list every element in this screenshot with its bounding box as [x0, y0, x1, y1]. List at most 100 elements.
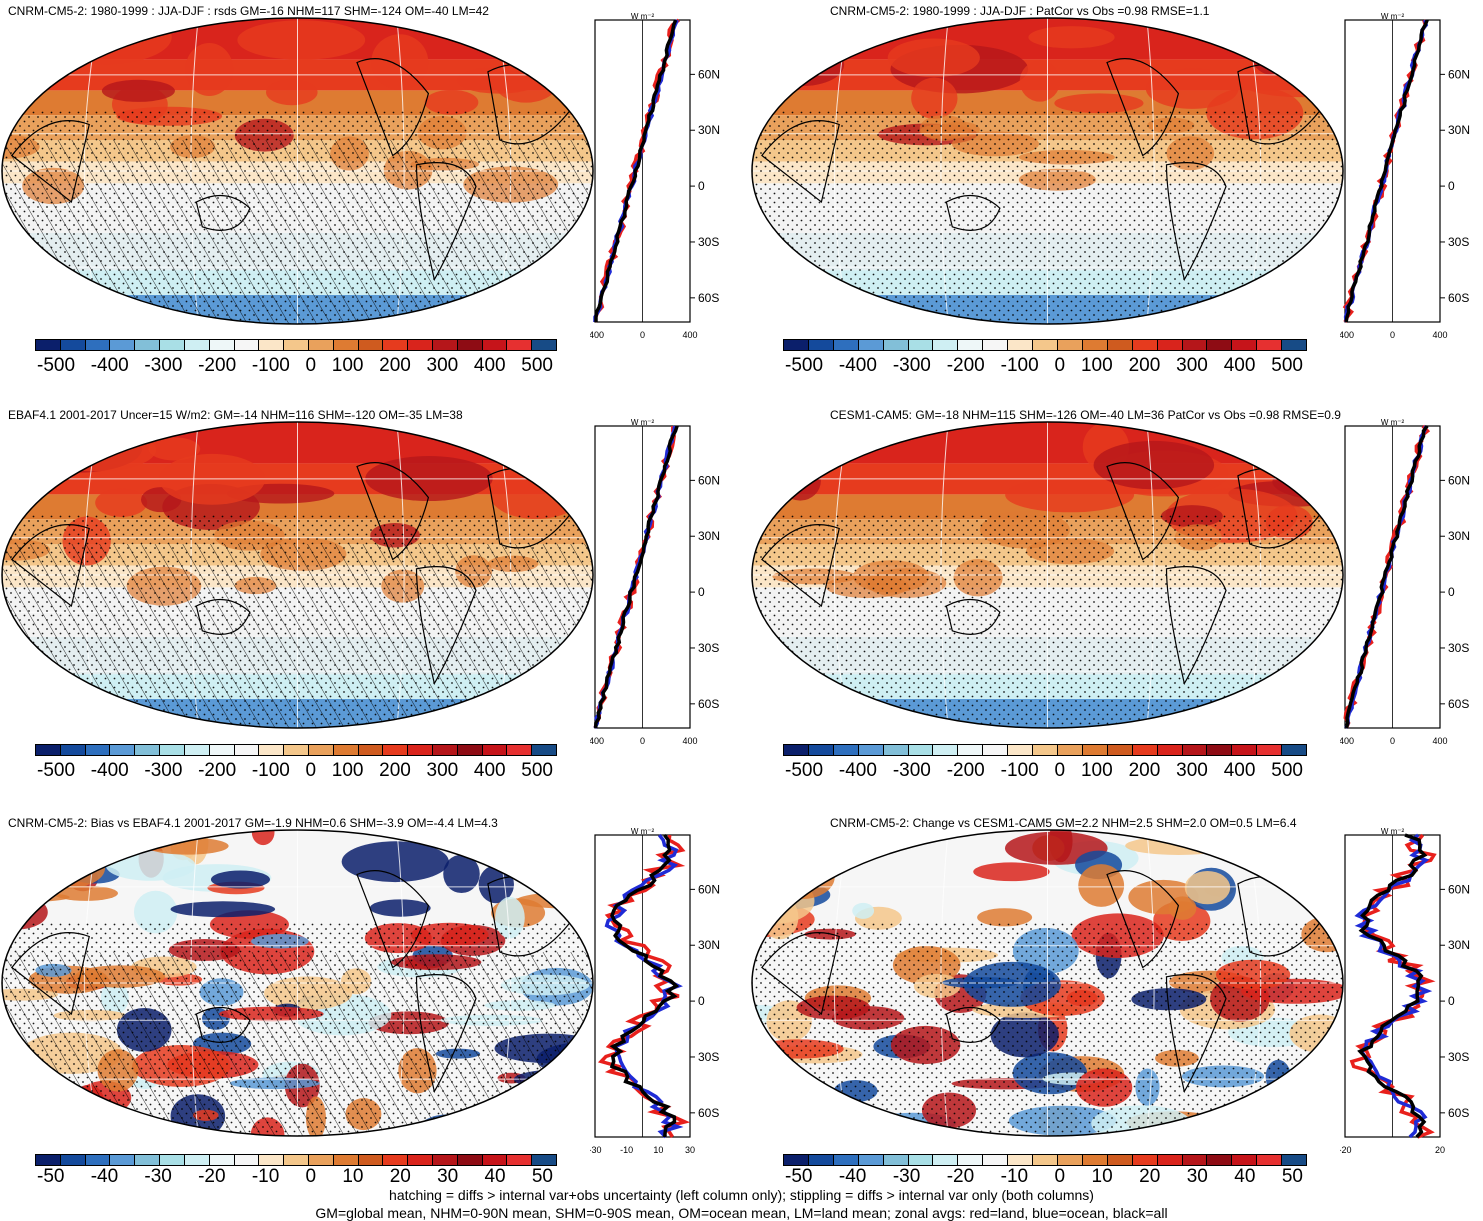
colorbar-swatch	[883, 1155, 909, 1165]
colorbar-label: -40	[90, 1166, 119, 1187]
colorbar-label: 0	[1054, 1166, 1066, 1187]
map-projection	[1, 829, 594, 1137]
colorbar-swatch	[1107, 745, 1133, 755]
latitude-label: 60S	[1448, 291, 1469, 305]
latitude-label: 60S	[1448, 697, 1469, 711]
latitude-label: 60N	[1448, 473, 1470, 487]
colorbar-label: -400	[838, 760, 877, 781]
colorbar-swatch	[507, 745, 533, 755]
colorbar-label: 200	[1128, 760, 1161, 781]
panel-title: CESM1-CAM5: GM=-18 NHM=115 SHM=-126 OM=-…	[830, 408, 1341, 422]
zonal-units: W m⁻²	[631, 418, 655, 427]
zonal-curve	[1357, 833, 1428, 1139]
colorbar-swatch	[532, 1155, 557, 1165]
colorbar-swatch	[784, 745, 809, 755]
colorbar-label: -100	[1000, 760, 1039, 781]
colorbar-swatch	[85, 745, 111, 755]
colorbar-swatch	[532, 745, 557, 755]
colorbar-label: 100	[1080, 355, 1113, 376]
zonal-x-tick: 30	[685, 1145, 695, 1155]
colorbar-swatch	[1232, 1155, 1258, 1165]
colorbar-label: 400	[473, 760, 506, 781]
colorbar-label: 400	[1223, 355, 1256, 376]
colorbar-swatch	[259, 745, 285, 755]
map-projection	[1, 421, 594, 729]
colorbar-label: 0	[305, 760, 317, 781]
colorbar-swatch	[1157, 745, 1183, 755]
colorbar-label: -100	[251, 760, 290, 781]
colorbar-swatch	[1008, 745, 1034, 755]
zonal-x-tick: -400	[590, 736, 604, 746]
colorbar-swatch	[1207, 1155, 1233, 1165]
zonal-mean-plot: W m⁻² 60N 30N 0 30S 60S -400 0 400	[590, 418, 720, 746]
latitude-label: 30N	[1448, 529, 1470, 543]
colorbar-swatch	[858, 340, 884, 350]
map-projection	[751, 829, 1344, 1137]
colorbar-swatch	[184, 1155, 210, 1165]
colorbar-swatch	[1207, 340, 1233, 350]
colorbar-label: -200	[198, 760, 237, 781]
colorbar-swatch	[333, 340, 359, 350]
colorbar-swatch	[883, 745, 909, 755]
colorbar-swatch	[1182, 745, 1208, 755]
colorbar-swatch	[958, 340, 984, 350]
colorbar-label: 100	[331, 355, 364, 376]
colorbar-swatch	[36, 1155, 61, 1165]
colorbar	[35, 1154, 557, 1166]
colorbar-swatch	[135, 745, 161, 755]
colorbar-swatch	[1207, 745, 1233, 755]
colorbar-label: 0	[305, 355, 317, 376]
latitude-label: 30N	[1448, 123, 1470, 137]
latitude-label: 30S	[1448, 235, 1469, 249]
colorbar-swatch	[408, 1155, 433, 1165]
colorbar-swatch	[1057, 340, 1083, 350]
colorbar-label: 30	[437, 1166, 459, 1187]
colorbar-swatch	[1157, 340, 1183, 350]
zonal-units: W m⁻²	[1381, 418, 1405, 427]
colorbar-label: -30	[144, 1166, 172, 1187]
colorbar-swatch	[958, 745, 984, 755]
latitude-label: 60N	[698, 882, 720, 896]
colorbar-label: 0	[305, 1166, 317, 1187]
colorbar-label: -20	[946, 1166, 975, 1187]
colorbar-swatch	[1157, 1155, 1183, 1165]
footnote-line-1: hatching = diffs > internal var+obs unce…	[389, 1187, 1094, 1203]
colorbar-swatch	[833, 340, 859, 350]
colorbar-swatch	[1257, 1155, 1283, 1165]
colorbar-swatch	[1107, 340, 1133, 350]
colorbar-label: 0	[1054, 760, 1066, 781]
map-projection	[1, 17, 594, 325]
colorbar-swatch	[1107, 1155, 1133, 1165]
colorbar-swatch	[808, 1155, 834, 1165]
colorbar-swatch	[532, 340, 557, 350]
zonal-curve	[609, 833, 680, 1138]
latitude-label: 0	[1448, 585, 1455, 599]
zonal-mean-plot: W m⁻² 60N 30N 0 30S 60S -400 0 400	[590, 12, 720, 340]
colorbar-swatch	[110, 1155, 136, 1165]
colorbar-label: 10	[1091, 1166, 1113, 1187]
latitude-label: 30S	[1448, 641, 1469, 655]
colorbar-swatch	[1082, 745, 1108, 755]
colorbar-label: 40	[484, 1166, 506, 1187]
colorbar-swatch	[209, 340, 235, 350]
colorbar-label: -400	[90, 760, 129, 781]
latitude-label: 60N	[698, 473, 720, 487]
latitude-label: 0	[698, 179, 705, 193]
colorbar-label: -300	[144, 355, 183, 376]
colorbar-swatch	[908, 745, 934, 755]
latitude-label: 30N	[1448, 938, 1470, 952]
colorbar-swatch	[507, 340, 533, 350]
colorbar-swatch	[110, 745, 136, 755]
zonal-mean-plot: W m⁻² 60N 30N 0 30S 60S -400 0 400	[1340, 418, 1470, 746]
colorbar-label: 200	[379, 355, 411, 376]
colorbar-label: 400	[1223, 760, 1256, 781]
colorbar-swatch	[482, 340, 508, 350]
colorbar-swatch	[983, 1155, 1009, 1165]
zonal-x-tick: 0	[640, 330, 645, 340]
colorbar-swatch	[1232, 745, 1258, 755]
colorbar	[783, 339, 1307, 351]
colorbar-swatch	[1082, 1155, 1108, 1165]
zonal-units: W m⁻²	[1381, 827, 1405, 836]
colorbar-label: 200	[379, 760, 411, 781]
colorbar-swatch	[1132, 745, 1158, 755]
